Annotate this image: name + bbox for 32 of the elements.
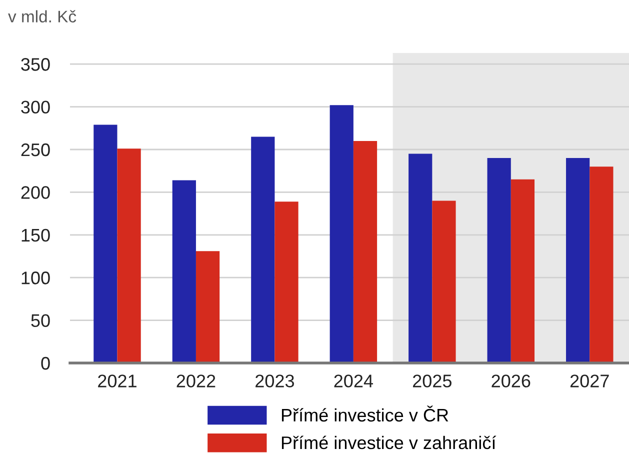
y-tick-label: 0 [41,356,50,370]
bar [510,179,535,363]
x-tick-label: 2023 [256,374,294,388]
y-tick-label: 350 [21,58,50,71]
y-tick-label: 200 [21,186,50,199]
bar [274,202,298,363]
bar [251,136,275,363]
bar [432,200,456,363]
x-tick-label: 2022 [176,374,216,388]
bar [117,148,141,363]
bar [172,180,196,363]
legend-label: Přímé investice v ČR [282,406,448,422]
x-tick-label: 2027 [570,374,609,388]
x-tick-label: 2026 [492,374,530,388]
y-tick-label: 250 [21,143,50,156]
x-tick-label: 2021 [98,374,136,388]
bar [196,251,220,363]
bar [330,105,354,363]
bar [590,166,614,363]
bar [94,124,118,363]
y-tick-label: 300 [21,100,50,114]
bar [487,158,511,363]
y-axis-title: v mld. Kč [8,10,76,22]
bar [566,158,590,363]
y-tick-label: 150 [22,228,50,242]
bar [408,154,432,363]
legend-label: Přímé investice v zahraničí [282,436,496,450]
x-tick-label: 2025 [412,374,452,388]
y-tick-label: 100 [22,272,50,284]
y-tick-label: 50 [31,314,50,328]
x-tick-label: 2024 [334,374,373,388]
bar [353,140,378,363]
